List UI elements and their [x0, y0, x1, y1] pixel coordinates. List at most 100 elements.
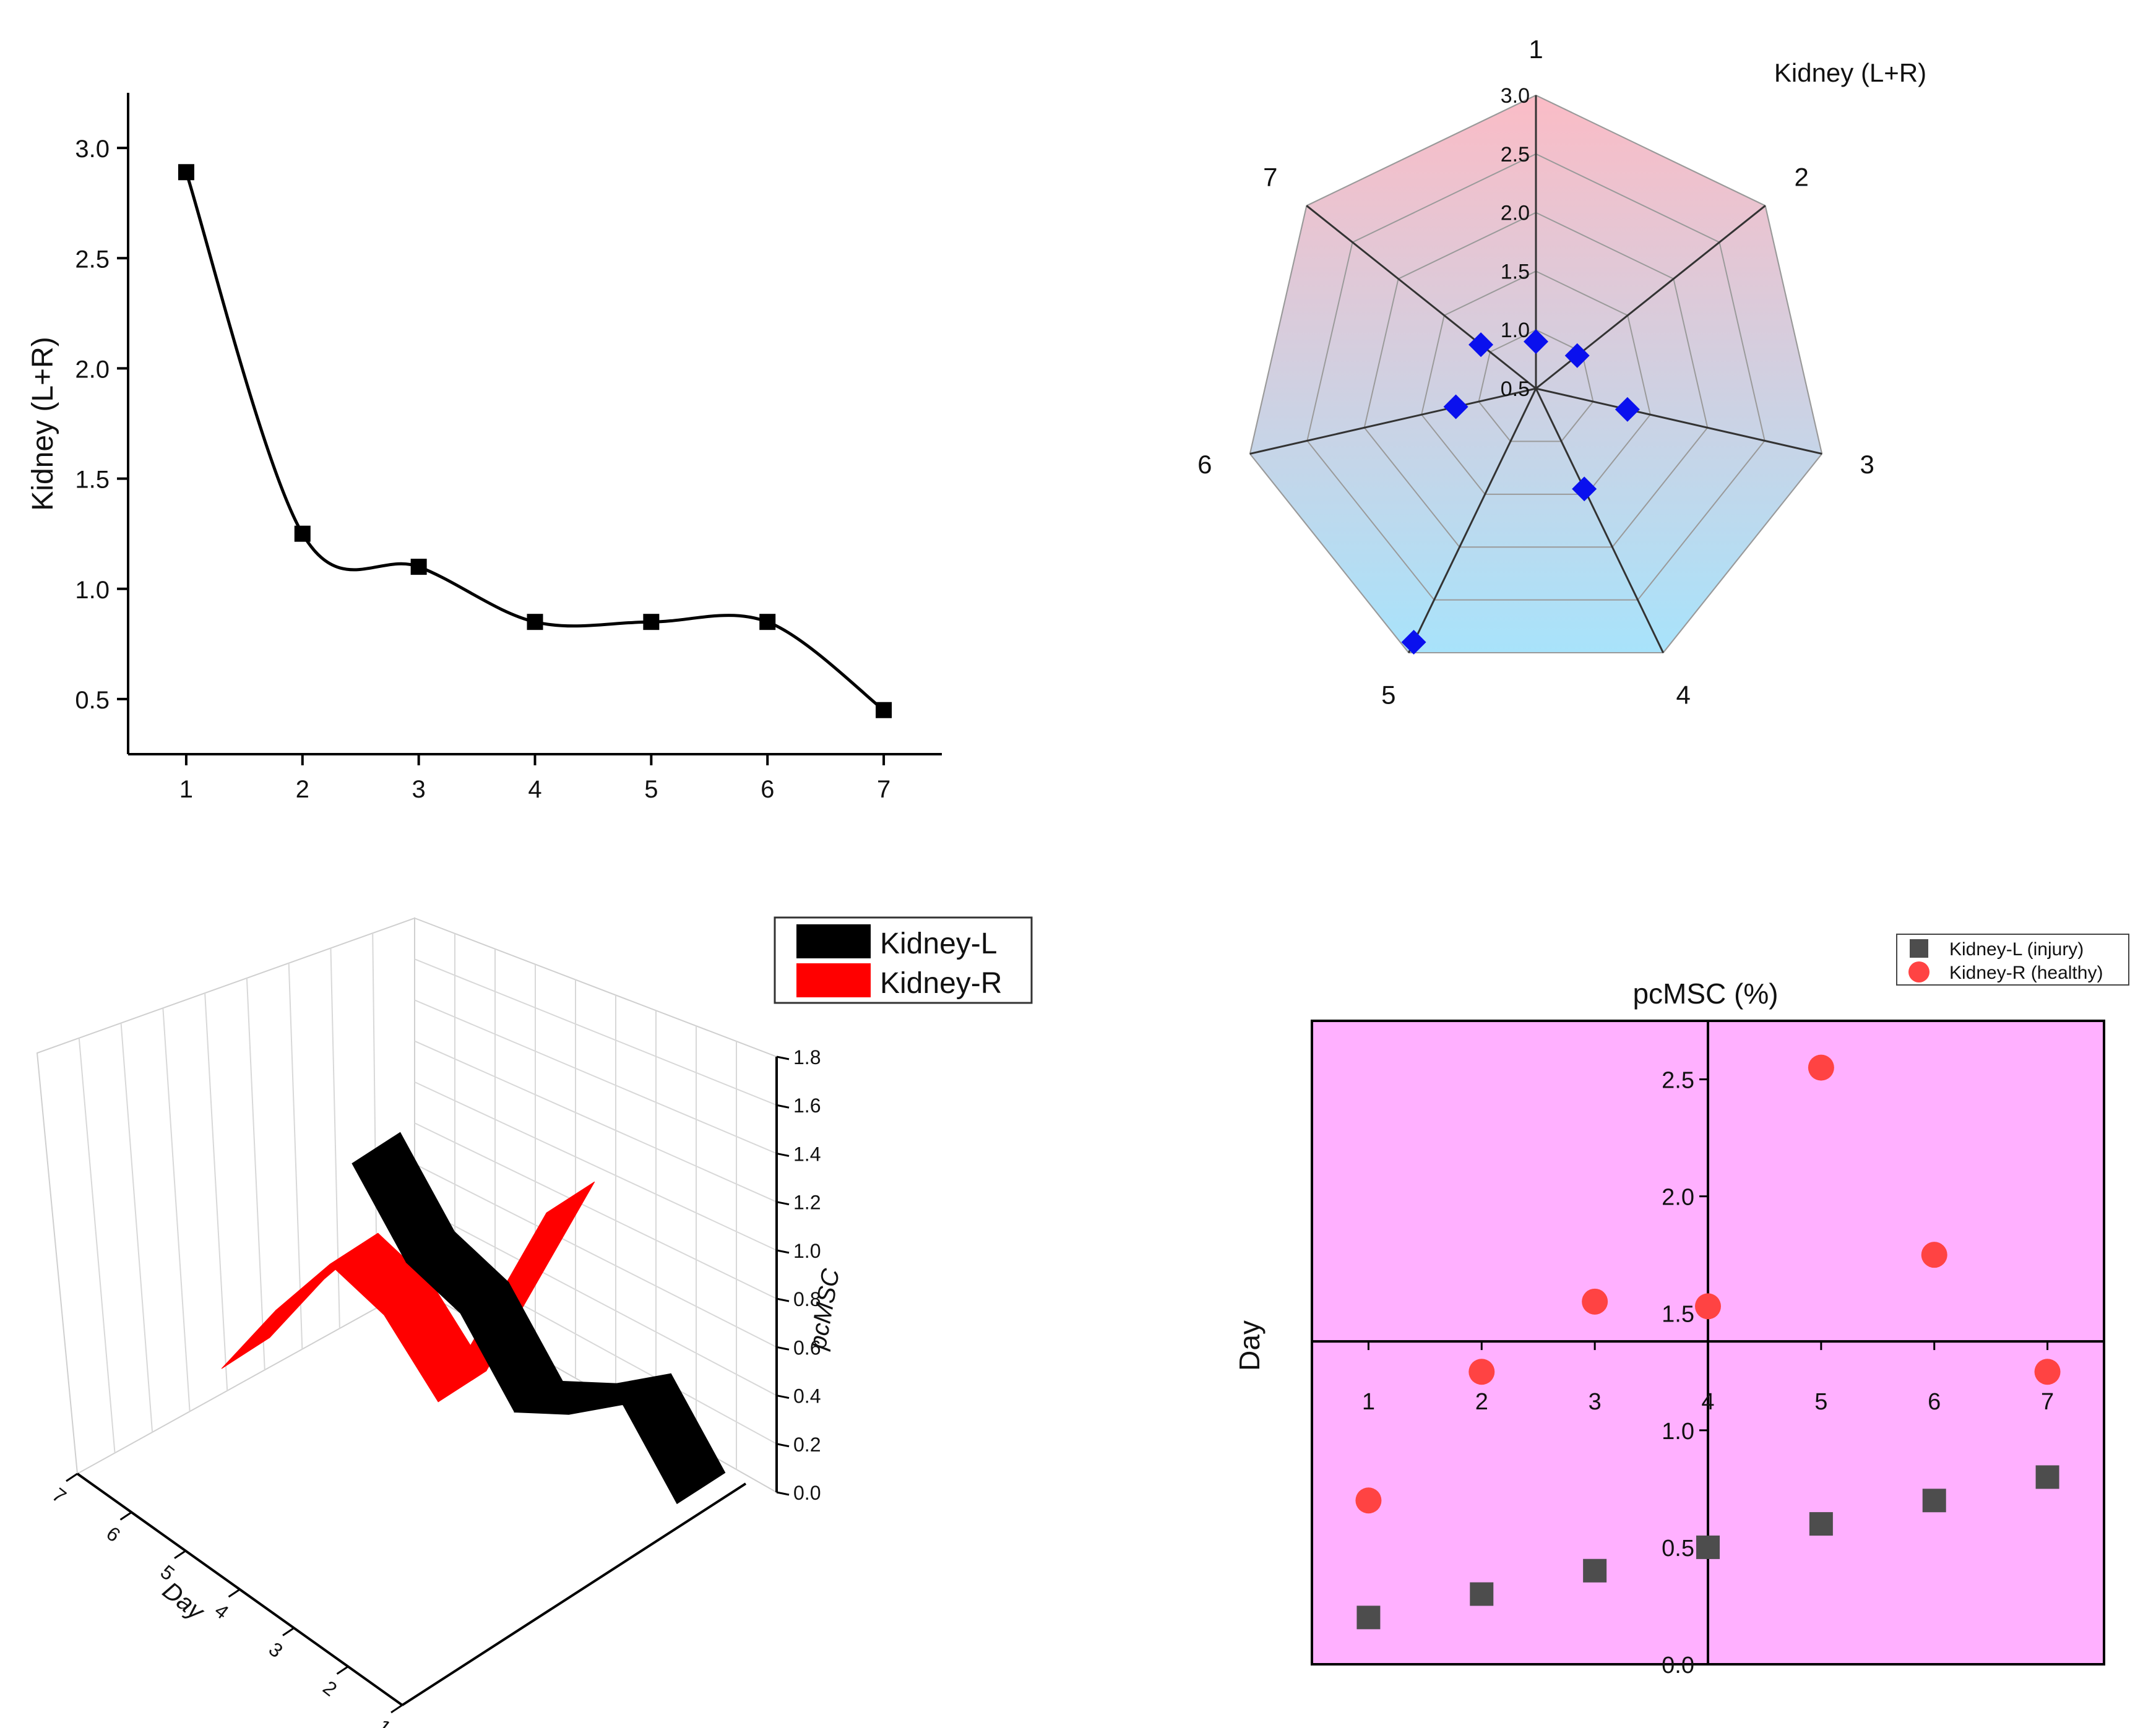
line-y-tick-label: 1.5: [75, 466, 110, 494]
legend-label-kidney-r-healthy: Kidney-R (healthy): [1949, 963, 2103, 983]
ribbon-grid-line: [162, 1008, 191, 1412]
radar-axis-label: 1: [1529, 35, 1543, 64]
scatter-point-kidney-r: [2034, 1359, 2061, 1385]
ribbon-day-tick-label: 4: [210, 1599, 233, 1623]
legend-swatch-kidney-l: [796, 924, 871, 958]
radar-point: [1564, 343, 1590, 368]
line-y-tick-label: 2.5: [75, 246, 110, 273]
ribbon-day-tick: [66, 1472, 78, 1482]
ribbon-left-wall: [36, 917, 415, 1475]
ribbon-grid-line: [78, 1038, 116, 1453]
ribbon-z-tick: [776, 1152, 790, 1157]
radar-ring-label: 3.0: [1501, 84, 1530, 108]
line-chart: 0.5 1.0 1.5 2.0 2.5 3.0 1 2 3 4 5 6 7 Kidney (L+R): [27, 93, 942, 803]
legend-label-kidney-l: Kidney-L: [880, 927, 997, 960]
ribbon-grid-line: [414, 1040, 777, 1203]
ribbon-grid-line: [414, 1204, 777, 1396]
radar-point: [1468, 332, 1494, 358]
ribbon-grid-line: [288, 963, 303, 1349]
ribbon-z-tick-label: 0.4: [793, 1385, 821, 1408]
radar-axis-label: 2: [1795, 163, 1809, 192]
radar-ring-label: 1.0: [1501, 319, 1530, 342]
ribbon-grid-line: [204, 993, 228, 1391]
ribbon-z-tick: [776, 1249, 790, 1254]
ribbon-grid-line: [414, 1163, 777, 1348]
radar-spoke: [1249, 387, 1537, 455]
ribbon-day-tick: [119, 1511, 132, 1521]
line-x-tick-label: 4: [528, 776, 541, 803]
line-y-tick-label: 3.0: [75, 135, 110, 163]
scatter-point-kidney-l: [1922, 1489, 1946, 1513]
ribbon-day-tick-label: 1: [373, 1715, 395, 1728]
ribbon-grid-line: [120, 1023, 153, 1432]
line-point: [410, 559, 427, 575]
ribbon-z-tick-label: 1.0: [793, 1240, 821, 1262]
line-x-tick-label: 1: [179, 776, 193, 803]
radar-point: [1524, 329, 1548, 355]
legend-marker-kidney-r-healthy: [1908, 961, 1930, 982]
scatter-legend: Kidney-L (injury) Kidney-R (healthy): [1896, 934, 2129, 986]
radar-axis-label: 4: [1676, 681, 1691, 710]
ribbon-z-tick-label: 1.8: [793, 1046, 821, 1068]
ribbon-day-tick: [228, 1588, 241, 1598]
ribbon-day-tick: [336, 1666, 349, 1675]
ribbon-day-tick-label: 7: [48, 1484, 71, 1508]
scatter-x-tick-label: 4: [1701, 1389, 1714, 1415]
radar-spoke: [1535, 387, 1822, 455]
ribbon-z-tick: [776, 1055, 790, 1060]
radar-ring: [1363, 212, 1709, 548]
scatter-point-kidney-l: [2035, 1465, 2059, 1489]
ribbon-grid-line: [414, 958, 777, 1106]
legend-swatch-kidney-r: [796, 963, 871, 997]
ribbon-z-tick: [776, 1443, 790, 1448]
ribbon-z-tick: [776, 1491, 790, 1496]
scatter-point-kidney-l: [1696, 1535, 1720, 1559]
scatter-x-tick-label: 2: [1475, 1389, 1488, 1415]
line-point: [759, 614, 776, 630]
ribbon-day-tick: [282, 1627, 295, 1636]
radar-axis-label: 7: [1263, 163, 1277, 192]
scatter-x-tick-label: 3: [1589, 1389, 1602, 1415]
ribbon-segment-kidney-r: [221, 1279, 324, 1369]
radar-axis-label: 5: [1381, 681, 1395, 710]
ribbon-grid-line: [414, 1081, 777, 1251]
ribbon-z-tick: [776, 1346, 790, 1351]
line-y-axis-label: Kidney (L+R): [27, 337, 59, 510]
scatter-x-tick-label: 6: [1928, 1389, 1941, 1415]
ribbon-day-tick-label: 2: [319, 1676, 341, 1700]
legend-marker-kidney-l-injury: [1910, 939, 1928, 958]
scatter-point-kidney-r: [1808, 1054, 1834, 1081]
radar-spoke: [1407, 388, 1537, 653]
line-point: [876, 702, 892, 718]
scatter-point-kidney-l: [1809, 1512, 1833, 1536]
radar-point: [1401, 629, 1426, 655]
ribbon-z-tick-label: 0.8: [793, 1288, 821, 1310]
scatter-title: pcMSC (%): [1632, 978, 1778, 1010]
radar-ring-label: 2.0: [1501, 202, 1530, 225]
radar-title: Kidney (L+R): [1774, 58, 1926, 87]
scatter-y-tick-label: 2.0: [1662, 1185, 1694, 1211]
ribbon-grid-line: [414, 999, 777, 1154]
scatter-point-kidney-l: [1470, 1582, 1494, 1606]
radar-point: [1615, 397, 1640, 422]
scatter-y-axis-label: Day: [1233, 1320, 1266, 1371]
scatter-point-kidney-l: [1583, 1558, 1607, 1583]
ribbon-z-tick-label: 0.0: [793, 1482, 821, 1504]
radar-ring: [1421, 270, 1651, 495]
radar-ring-label: 2.5: [1501, 143, 1530, 166]
scatter-point-kidney-r: [1355, 1487, 1382, 1514]
radar-point: [1572, 476, 1597, 502]
line-y-tick-label: 1.0: [75, 577, 110, 604]
legend-label-kidney-r: Kidney-R: [880, 967, 1002, 1000]
scatter-legend-box: [1896, 934, 2129, 986]
ribbon-z-tick-label: 1.4: [793, 1143, 821, 1165]
ribbon-z-tick-label: 0.2: [793, 1434, 821, 1456]
ribbon-z-tick-label: 0.6: [793, 1336, 821, 1359]
ribbon-z-tick: [776, 1395, 790, 1399]
line-point: [178, 164, 194, 181]
line-y-tick-label: 0.5: [75, 687, 110, 714]
scatter-y-tick-label: 0.5: [1662, 1536, 1694, 1562]
scatter-point-kidney-r: [1695, 1293, 1721, 1320]
radar-ring-label: 1.5: [1501, 260, 1530, 283]
